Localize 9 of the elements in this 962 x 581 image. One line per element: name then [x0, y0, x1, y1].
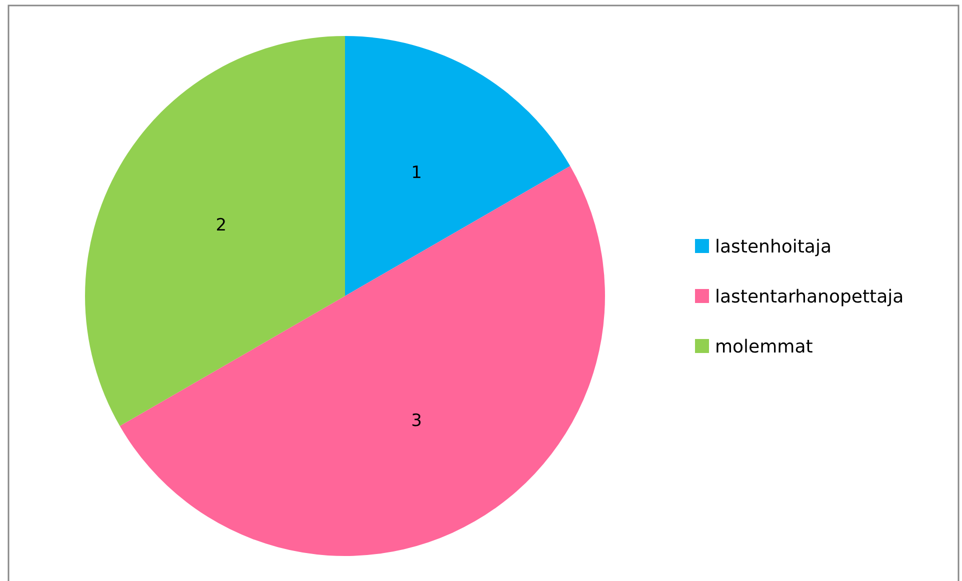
pie-slice — [85, 36, 345, 426]
legend-label: lastentarhanopettaja — [715, 286, 904, 308]
legend-label: molemmat — [715, 336, 813, 358]
legend-label: lastenhoitaja — [715, 236, 832, 258]
data-label: 3 — [411, 410, 422, 431]
data-label: 2 — [216, 215, 227, 236]
data-label: 1 — [411, 163, 422, 184]
pie-slice — [120, 166, 605, 556]
pie-slice — [345, 36, 570, 296]
